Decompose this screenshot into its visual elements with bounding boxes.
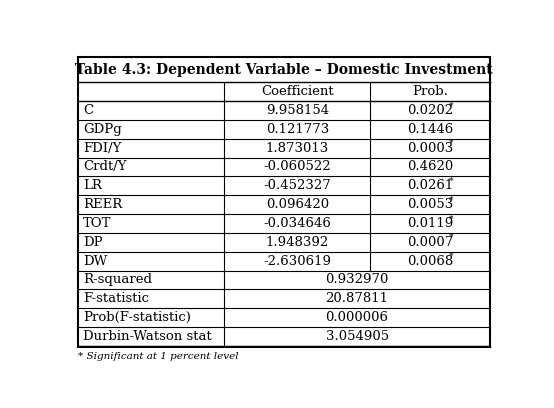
Text: Prob.: Prob.: [412, 85, 448, 98]
Text: 0.0068: 0.0068: [407, 255, 453, 268]
Text: REER: REER: [83, 198, 122, 211]
Text: 0.932970: 0.932970: [325, 273, 389, 286]
Text: 9.958154: 9.958154: [266, 104, 329, 117]
Text: -0.060522: -0.060522: [264, 160, 331, 173]
Text: FDI/Y: FDI/Y: [83, 142, 121, 155]
Text: *: *: [449, 195, 453, 204]
Text: *: *: [449, 139, 453, 148]
Text: GDPg: GDPg: [83, 123, 122, 136]
Text: R-squared: R-squared: [83, 273, 152, 286]
Text: 20.87811: 20.87811: [326, 292, 388, 305]
Text: * Significant at 1 percent level: * Significant at 1 percent level: [78, 352, 238, 361]
Text: *: *: [449, 252, 453, 261]
Text: 3.054905: 3.054905: [326, 330, 389, 343]
Text: -2.630619: -2.630619: [263, 255, 331, 268]
Text: 0.0007: 0.0007: [407, 236, 453, 249]
Text: 0.0003: 0.0003: [407, 142, 453, 155]
Text: 0.0053: 0.0053: [407, 198, 453, 211]
Text: LR: LR: [83, 179, 102, 192]
Text: *: *: [449, 233, 453, 242]
Text: 0.0119: 0.0119: [407, 217, 453, 230]
Text: DP: DP: [83, 236, 102, 249]
Text: 0.096420: 0.096420: [266, 198, 329, 211]
Text: 1.873013: 1.873013: [266, 142, 329, 155]
Text: 0.121773: 0.121773: [266, 123, 329, 136]
Text: 0.4620: 0.4620: [407, 160, 453, 173]
Text: C: C: [83, 104, 93, 117]
Text: Prob(F-statistic): Prob(F-statistic): [83, 311, 191, 324]
Text: 0.1446: 0.1446: [407, 123, 453, 136]
Text: -0.452327: -0.452327: [264, 179, 331, 192]
Text: TOT: TOT: [83, 217, 111, 230]
Text: -0.034646: -0.034646: [263, 217, 331, 230]
Text: Crdt/Y: Crdt/Y: [83, 160, 126, 173]
Text: 1.948392: 1.948392: [266, 236, 329, 249]
Text: DW: DW: [83, 255, 107, 268]
Text: Coefficient: Coefficient: [261, 85, 334, 98]
Text: 0.0261: 0.0261: [407, 179, 453, 192]
Text: *: *: [449, 214, 453, 223]
Text: Durbin-Watson stat: Durbin-Watson stat: [83, 330, 212, 343]
Text: 0.000006: 0.000006: [326, 311, 388, 324]
Text: *: *: [449, 177, 453, 186]
Text: 0.0202: 0.0202: [407, 104, 453, 117]
Text: Table 4.3: Dependent Variable – Domestic Investment: Table 4.3: Dependent Variable – Domestic…: [75, 62, 493, 77]
Text: F-statistic: F-statistic: [83, 292, 149, 305]
Text: *: *: [449, 101, 453, 110]
